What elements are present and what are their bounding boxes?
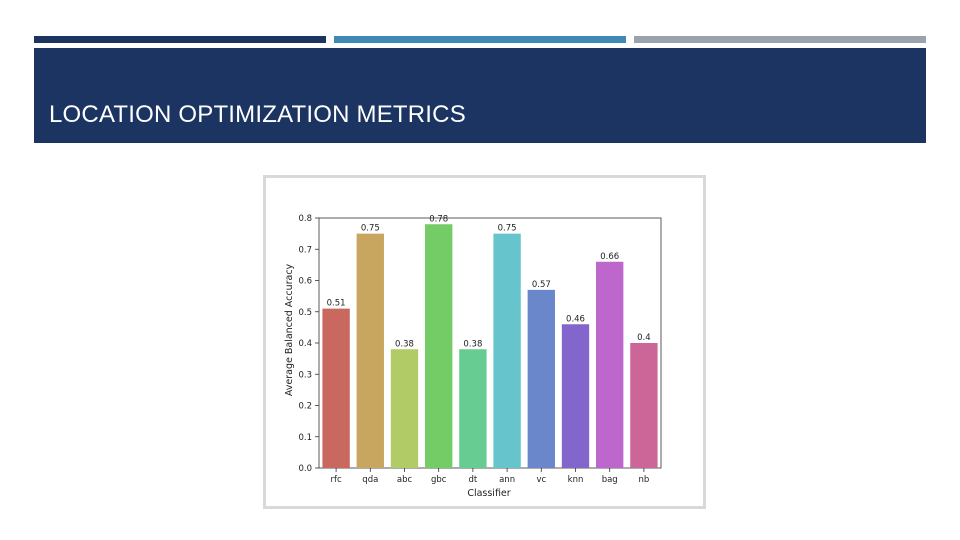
bar-rfc <box>322 308 350 468</box>
accent-bar-2 <box>334 36 626 43</box>
bar-nb <box>630 343 658 468</box>
bar-value-label: 0.57 <box>532 280 551 290</box>
x-tick-label: qda <box>362 475 378 485</box>
bar-value-label: 0.75 <box>498 224 517 234</box>
x-tick-label: ann <box>499 475 515 485</box>
x-tick-label: vc <box>536 475 546 485</box>
y-tick-label: 0.5 <box>298 308 312 318</box>
y-tick-label: 0.8 <box>298 214 312 224</box>
bar-value-label: 0.78 <box>429 214 448 224</box>
bar-abc <box>390 349 419 468</box>
bar-value-label: 0.46 <box>566 314 585 324</box>
x-tick-label: abc <box>397 475 413 485</box>
bar-gbc <box>425 224 453 468</box>
y-tick-label: 0.2 <box>298 402 312 412</box>
chart-frame: Average Balanced Accuracy Classifier 0.0… <box>263 175 706 509</box>
bar-vc <box>527 289 555 468</box>
x-tick-label: bag <box>602 475 618 485</box>
bar-chart: Average Balanced Accuracy Classifier 0.0… <box>284 214 662 499</box>
y-tick-label: 0.0 <box>298 464 312 474</box>
bar-value-label: 0.4 <box>637 333 651 343</box>
y-tick-label: 0.6 <box>298 277 312 287</box>
y-tick-label: 0.1 <box>298 433 312 443</box>
slide-title: LOCATION OPTIMIZATION METRICS <box>49 101 466 128</box>
x-tick-label: knn <box>568 475 584 485</box>
title-banner: LOCATION OPTIMIZATION METRICS <box>34 48 926 143</box>
bar-ann <box>493 233 521 468</box>
y-tick-label: 0.7 <box>298 245 312 255</box>
y-tick-label: 0.3 <box>298 370 312 380</box>
x-tick-label: nb <box>639 475 650 485</box>
bar-dt <box>459 349 487 468</box>
x-axis-label: Classifier <box>467 488 510 499</box>
x-tick-label: rfc <box>331 475 342 485</box>
accent-bar-3 <box>634 36 926 43</box>
y-tick-label: 0.4 <box>298 339 312 349</box>
bar-knn <box>561 324 590 468</box>
accent-bar-1 <box>34 36 326 43</box>
bar-value-label: 0.75 <box>361 224 380 234</box>
x-tick-label: dt <box>469 475 478 485</box>
bar-value-label: 0.66 <box>600 252 619 262</box>
x-tick-label: gbc <box>431 475 447 485</box>
bar-value-label: 0.38 <box>395 339 414 349</box>
bar-value-label: 0.51 <box>327 299 346 309</box>
bar-bag <box>596 261 624 468</box>
bar-value-label: 0.38 <box>463 339 482 349</box>
bar-qda <box>356 233 384 468</box>
y-axis-label: Average Balanced Accuracy <box>284 263 295 396</box>
